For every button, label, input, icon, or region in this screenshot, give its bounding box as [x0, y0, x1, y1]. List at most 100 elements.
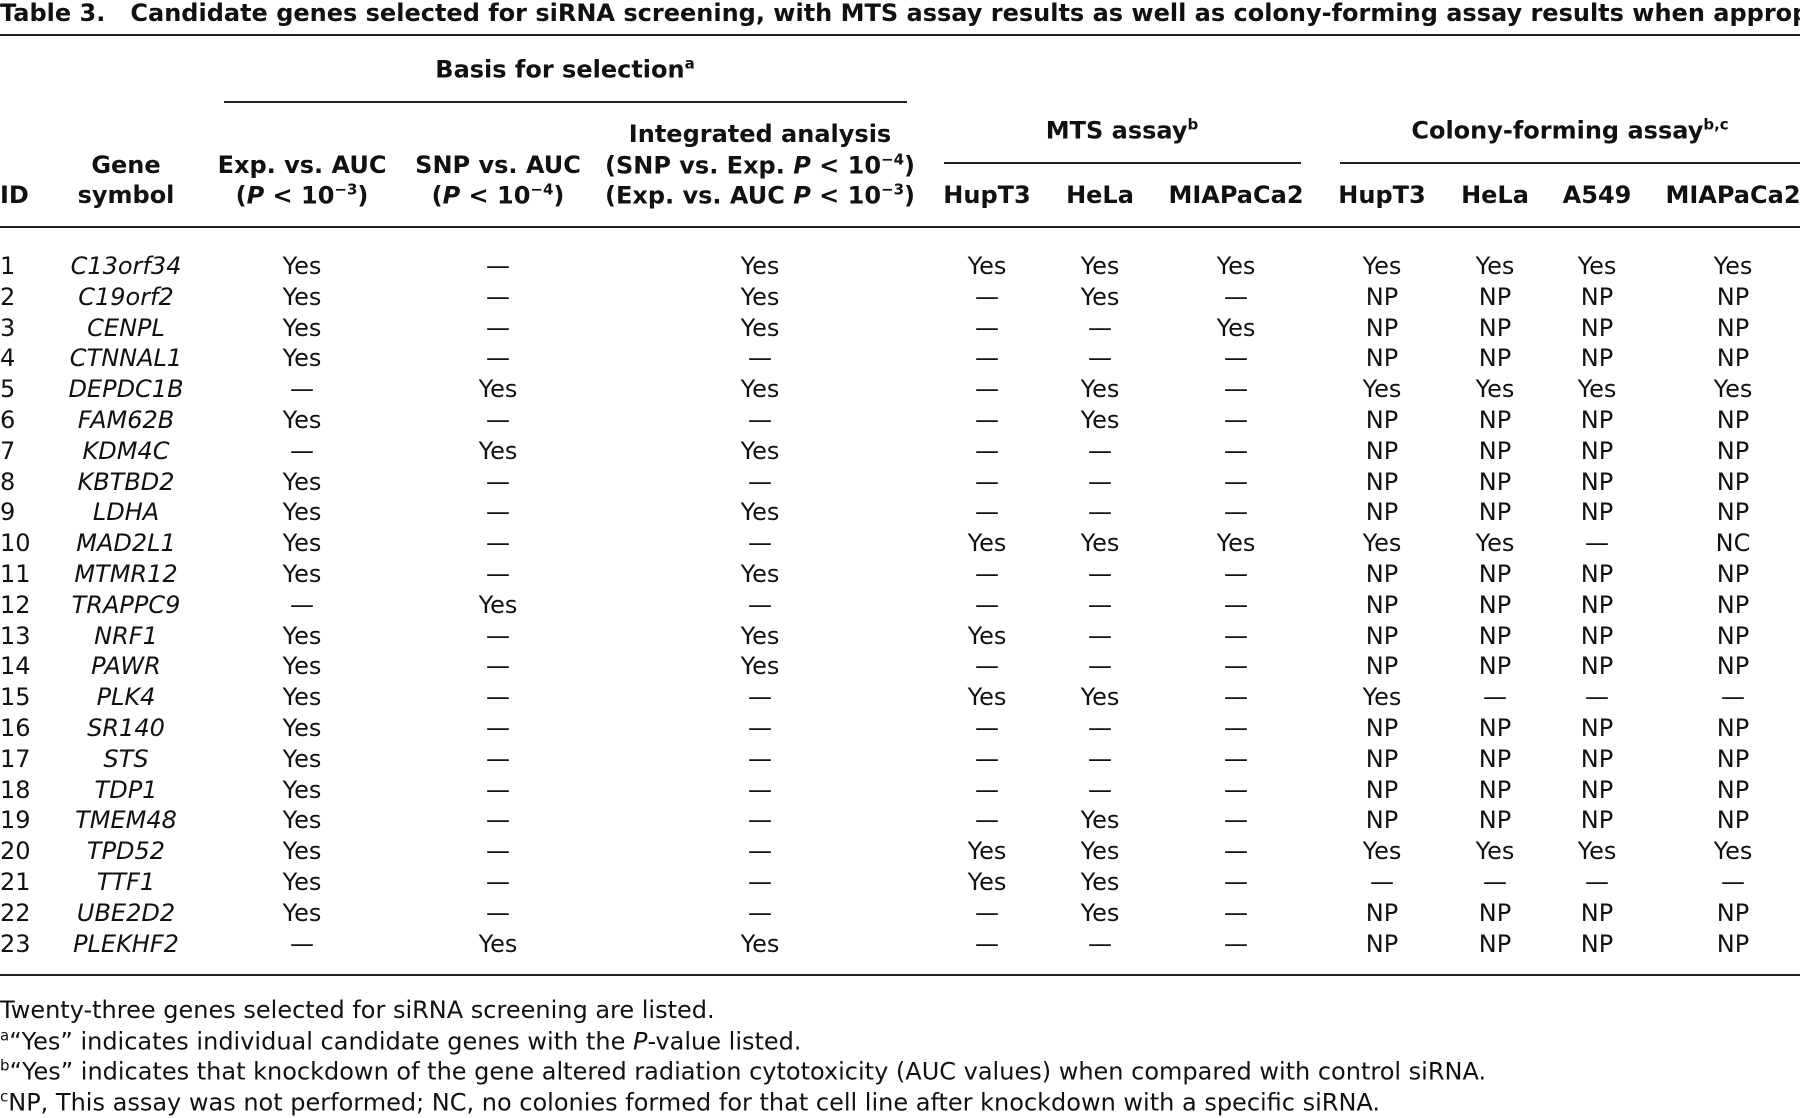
gene-symbol: SR140 — [87, 714, 165, 742]
cell: — — [748, 406, 772, 434]
cell: NP — [1478, 590, 1512, 619]
text-run: A549 — [1562, 181, 1632, 209]
cell: NP — [1478, 621, 1512, 650]
row-id: 12 — [0, 590, 31, 619]
text-run: < 10 — [264, 181, 335, 210]
cell: — — [1224, 683, 1248, 712]
cell: — — [975, 929, 999, 958]
text-run: ( — [431, 181, 443, 210]
cell: Yes — [1080, 406, 1120, 434]
cell: Yes — [1216, 529, 1256, 558]
row-id: 18 — [0, 775, 31, 804]
cell: — — [1224, 744, 1248, 773]
cell: Yes — [740, 560, 780, 588]
cell: NP — [1580, 282, 1614, 311]
cell: Yes — [1080, 375, 1120, 404]
cell: Yes — [478, 590, 518, 619]
text-run: −3 — [334, 180, 358, 199]
text-run: HupT3 — [1338, 181, 1426, 209]
text-run: P — [442, 181, 461, 210]
group-header: Basis for selectiona — [435, 54, 695, 84]
row-id: 1 — [0, 252, 16, 280]
cell: — — [486, 898, 510, 927]
row-id: 21 — [0, 868, 31, 896]
text-run: ) — [904, 181, 915, 210]
cell: Yes — [282, 714, 322, 742]
cell: NP — [1478, 898, 1512, 927]
cell: Yes — [282, 898, 322, 927]
footnote: a“Yes” indicates individual candidate ge… — [0, 1028, 802, 1054]
cell: NP — [1365, 714, 1399, 742]
gene-symbol: FAM62B — [77, 406, 175, 434]
cell: NP — [1478, 775, 1512, 804]
cell: NP — [1580, 467, 1614, 496]
row-id: 5 — [0, 375, 16, 404]
gene-symbol: TDP1 — [94, 775, 158, 804]
text-run: ) — [904, 151, 916, 179]
text-run: Basis for selection — [435, 55, 685, 84]
cell: — — [1224, 898, 1248, 927]
cell: NP — [1580, 621, 1614, 650]
gene-symbol: C19orf2 — [78, 282, 174, 311]
cell: Yes — [282, 652, 322, 681]
cell: NP — [1365, 406, 1399, 434]
cell: — — [975, 406, 999, 434]
rule — [944, 162, 1301, 164]
cell: — — [748, 714, 772, 742]
text-run: a — [684, 54, 695, 73]
gene-symbol: PLK4 — [96, 683, 156, 712]
text-run: Twenty-three genes selected for siRNA sc… — [0, 996, 715, 1024]
column-header: (P < 10−4) — [431, 181, 565, 210]
row-id: 8 — [0, 467, 16, 496]
cell: — — [975, 467, 999, 496]
cell: Yes — [1475, 529, 1515, 558]
text-run: MIAPaCa2 — [1168, 181, 1304, 209]
cell: Yes — [282, 744, 322, 773]
cell: — — [975, 775, 999, 804]
cell: — — [486, 714, 510, 742]
cell: — — [1585, 868, 1609, 896]
cell: — — [975, 282, 999, 311]
cell: — — [1088, 498, 1112, 527]
text-run: P — [793, 151, 811, 179]
gene-symbol: KBTBD2 — [77, 467, 175, 496]
column-header: MIAPaCa2 — [1168, 183, 1303, 207]
cell: NP — [1365, 775, 1399, 804]
cell: Yes — [740, 375, 780, 404]
text-run: HeLa — [1066, 181, 1134, 209]
cell: — — [1224, 806, 1248, 835]
cell: — — [748, 683, 772, 712]
group-header: MTS assayb — [1046, 117, 1199, 143]
cell: Yes — [282, 344, 322, 373]
text-run: Gene — [91, 150, 161, 179]
text-run: “Yes” indicates that knockdown of the ge… — [9, 1057, 1487, 1086]
cell: Yes — [478, 929, 518, 958]
cell: — — [1088, 590, 1112, 619]
cell: NP — [1365, 344, 1399, 373]
row-id: 6 — [0, 406, 16, 434]
cell: — — [748, 529, 772, 558]
cell: NP — [1580, 313, 1614, 342]
text-run: Integrated analysis — [628, 120, 892, 148]
cell: NP — [1580, 744, 1614, 773]
text-run: (SNP vs. Exp. — [604, 151, 794, 179]
cell: NP — [1478, 714, 1512, 742]
cell: Yes — [1362, 683, 1402, 712]
cell: Yes — [282, 806, 322, 835]
cell: Yes — [1713, 252, 1753, 280]
text-run: Exp. vs. AUC — [217, 150, 387, 179]
cell: NP — [1716, 714, 1750, 742]
cell: — — [1483, 868, 1507, 896]
rule — [1340, 162, 1800, 164]
cell: NP — [1716, 344, 1750, 373]
cell: — — [1224, 652, 1248, 681]
gene-symbol: DEPDC1B — [68, 375, 184, 404]
gene-symbol: PLEKHF2 — [73, 929, 179, 958]
gene-symbol: PAWR — [91, 652, 161, 681]
row-id: 23 — [0, 929, 31, 958]
column-header: (P < 10−3) — [236, 180, 369, 210]
row-id: 2 — [0, 282, 16, 311]
text-run: < 10 — [810, 181, 882, 210]
cell: — — [486, 344, 510, 373]
cell: NP — [1478, 806, 1512, 835]
